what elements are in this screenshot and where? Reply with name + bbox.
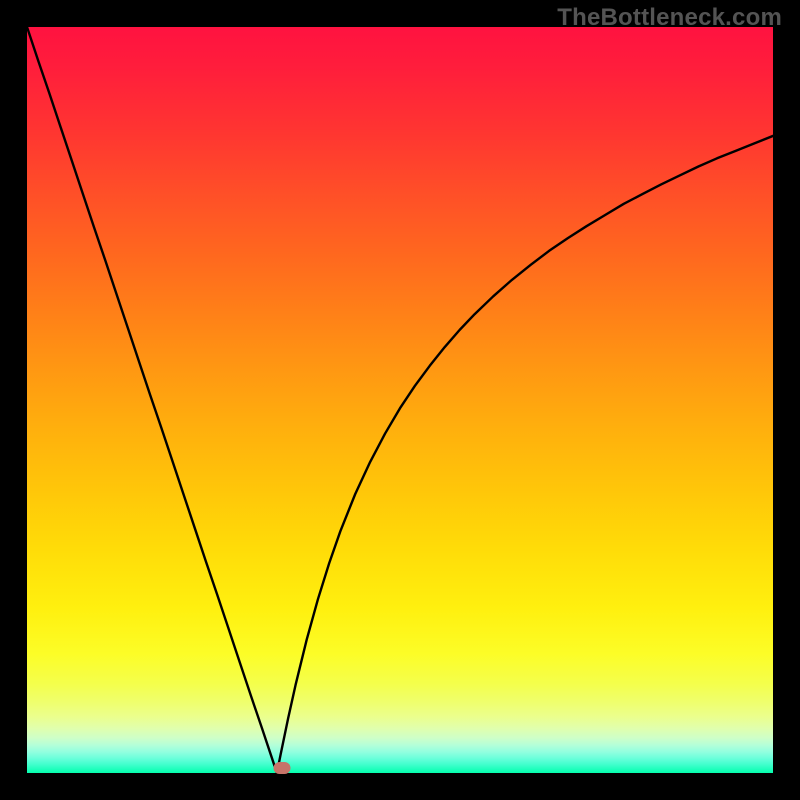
min-marker [274, 762, 291, 774]
curve-svg [27, 27, 773, 773]
plot-area [27, 27, 773, 773]
chart-frame: TheBottleneck.com [0, 0, 800, 800]
bottleneck-curve [27, 27, 773, 773]
